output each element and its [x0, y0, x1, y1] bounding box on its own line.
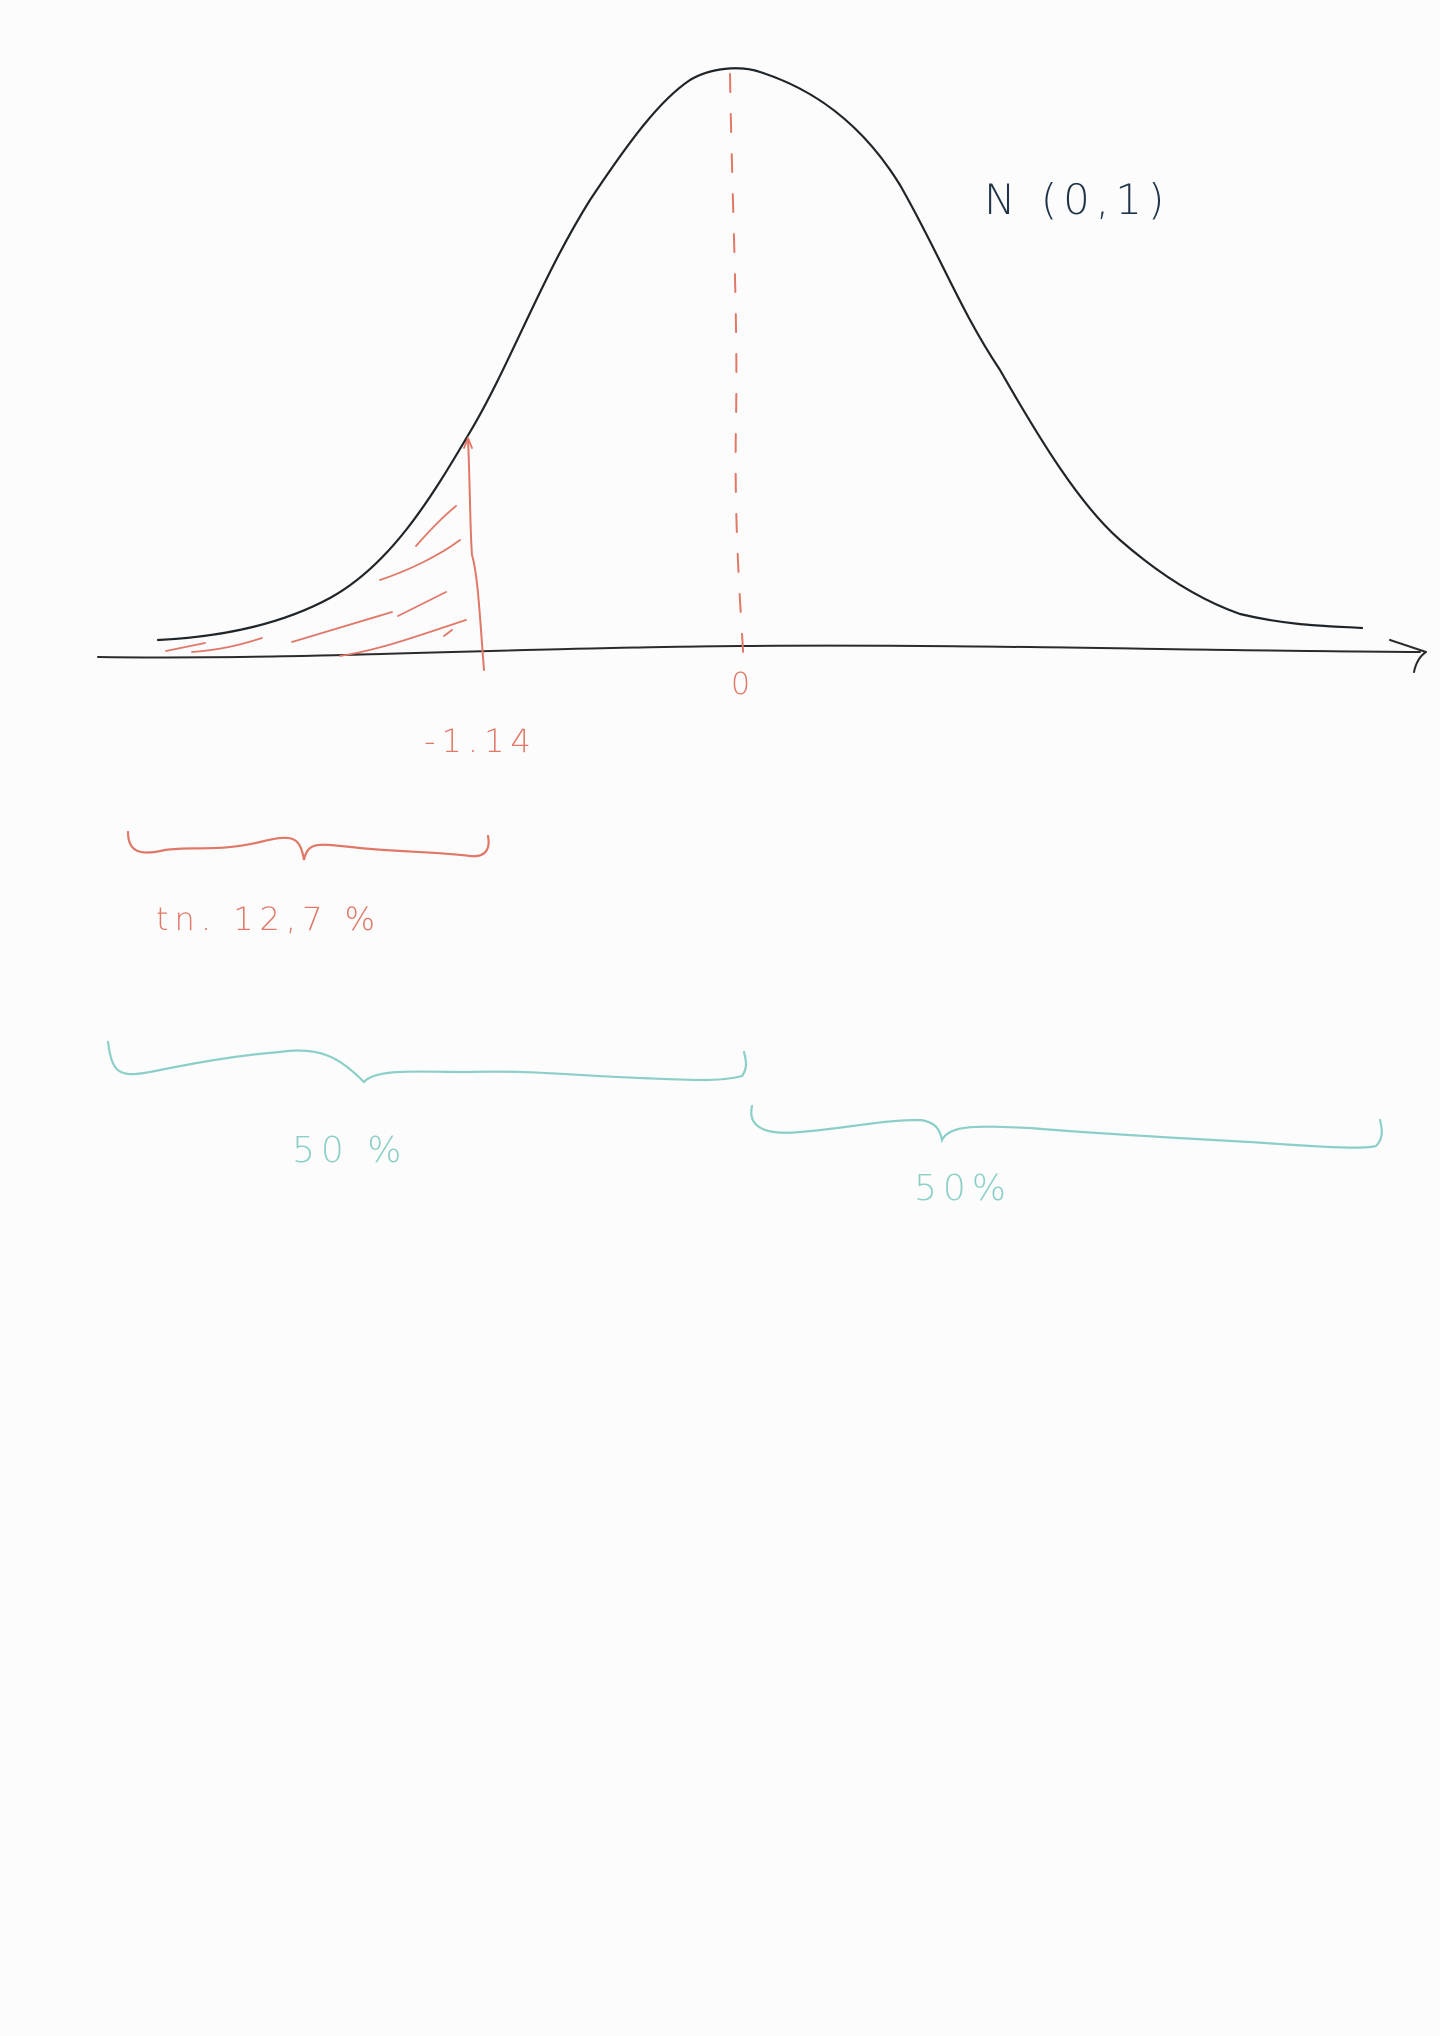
- shaded-area-label: tn. 12,7 %: [156, 900, 381, 938]
- mean-dashed-line: [729, 73, 745, 667]
- bell-curve: [156, 67, 1364, 642]
- cutoff-arrowhead: [463, 435, 473, 449]
- x-axis-arrowhead: [1389, 639, 1427, 673]
- right-half-label: 50%: [914, 1168, 1012, 1209]
- shaded-tail-hatching: [165, 505, 467, 657]
- shaded-area-brace: [126, 830, 490, 861]
- cutoff-label: -1.14: [424, 722, 537, 760]
- left-half-label: 50 %: [292, 1130, 407, 1171]
- mean-label: 0: [731, 667, 756, 702]
- right-half-brace: [750, 1104, 1383, 1149]
- distribution-label: N (0,1): [984, 175, 1170, 224]
- left-half-brace: [106, 1040, 748, 1084]
- cutoff-line: [467, 439, 485, 671]
- x-axis: [97, 644, 1421, 659]
